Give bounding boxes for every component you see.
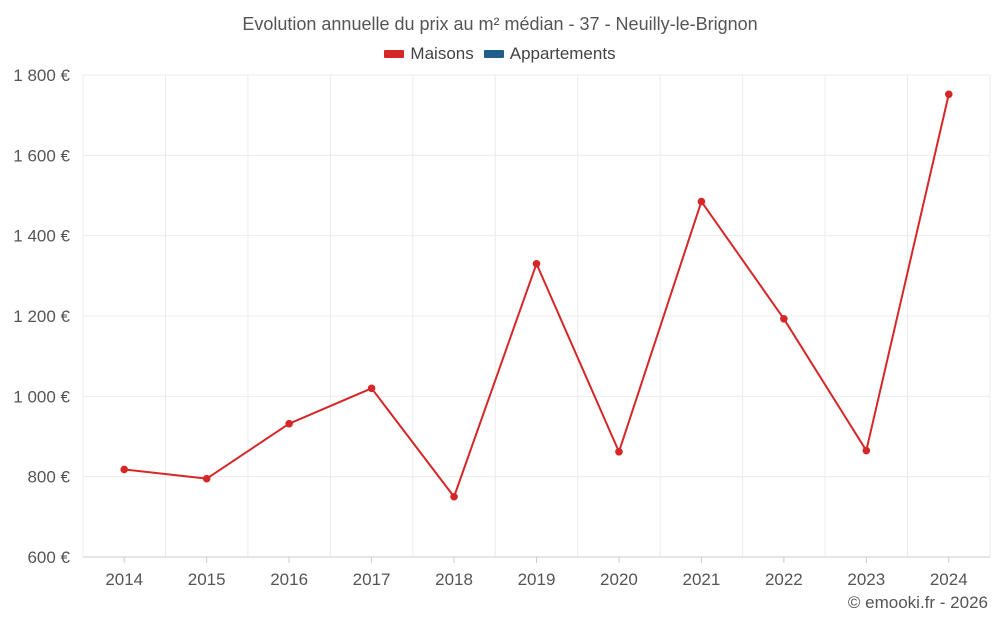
data-point-maisons (780, 315, 788, 323)
data-point-maisons (285, 419, 293, 428)
legend-swatch-appartements (483, 50, 504, 58)
chart-title: Evolution annuelle du prix au m² médian … (242, 14, 758, 34)
y-tick-label: 1 600 € (13, 146, 70, 165)
y-tick-label: 800 € (27, 468, 70, 487)
x-tick-label: 2017 (353, 570, 391, 589)
y-tick-label: 1 800 € (13, 66, 70, 85)
data-point-maisons (862, 446, 871, 455)
x-tick-label: 2022 (765, 570, 803, 589)
legend-item-maisons[interactable]: Maisons (384, 44, 474, 64)
credit-text: © emooki.fr - 2026 (847, 593, 988, 612)
y-tick-label: 1 200 € (13, 307, 70, 326)
data-point-maisons (450, 492, 458, 501)
x-tick-label: 2019 (518, 570, 556, 589)
legend-label-maisons: Maisons (410, 44, 474, 63)
data-point-maisons (944, 90, 953, 99)
data-point-maisons (615, 447, 623, 456)
x-tick-label: 2014 (105, 570, 143, 589)
x-tick-label: 2023 (847, 570, 885, 589)
y-tick-label: 1 000 € (13, 387, 70, 406)
x-tick-label: 2024 (930, 570, 968, 589)
legend-item-appartements[interactable]: Appartements (483, 44, 616, 64)
x-tick-label: 2015 (188, 570, 226, 589)
x-tick-label: 2018 (435, 570, 473, 589)
data-point-maisons (697, 197, 706, 206)
y-tick-label: 600 € (27, 548, 70, 567)
x-tick-label: 2020 (600, 570, 638, 589)
data-point-maisons (367, 384, 376, 393)
x-tick-label: 2021 (682, 570, 720, 589)
legend-label-appartements: Appartements (509, 44, 616, 63)
data-point-maisons (120, 465, 129, 474)
y-tick-label: 1 400 € (13, 227, 70, 246)
legend: Maisons Appartements (0, 44, 1000, 64)
legend-swatch-maisons (384, 50, 405, 58)
x-tick-label: 2016 (270, 570, 308, 589)
data-point-maisons (532, 259, 541, 268)
data-point-maisons (202, 474, 211, 483)
